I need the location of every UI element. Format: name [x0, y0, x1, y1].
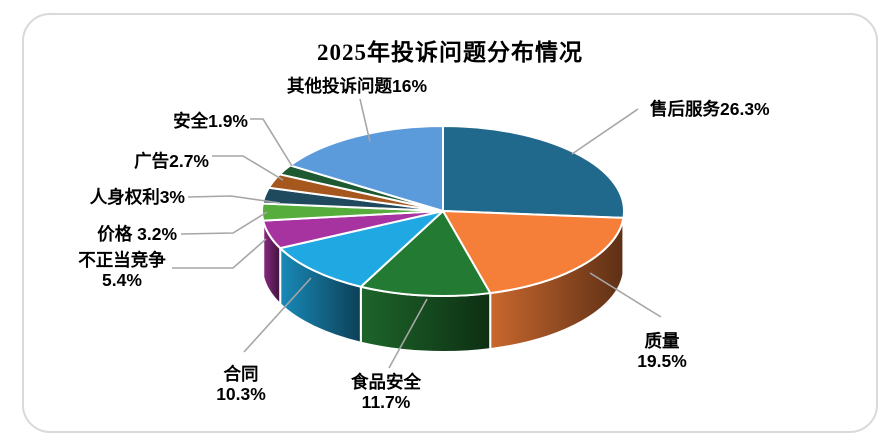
slice-label-unfair-competition: 5.4%: [102, 270, 142, 290]
slice-label-after-sales-service: 售后服务26.3%: [650, 99, 770, 119]
pie-slice-quality: [442, 210, 625, 295]
leader-line-personal-rights: [187, 195, 281, 204]
slice-label-price: 价格 3.2%: [97, 224, 177, 244]
leader-line-advertising: [212, 155, 284, 181]
pie-slice-after-sales-service: [442, 125, 625, 219]
slice-label-contract: 10.3%: [216, 384, 266, 404]
leader-line-unfair-competition: [172, 238, 267, 269]
leader-line-contract: [243, 277, 312, 353]
leader-line-quality: [589, 272, 662, 318]
slice-label-personal-rights: 人身权利3%: [90, 187, 186, 207]
pie-slice-food-safety: [359, 210, 492, 297]
slice-label-quality: 质量: [645, 331, 680, 351]
slice-label-quality: 19.5%: [637, 351, 687, 371]
slice-label-contract: 合同: [224, 364, 259, 384]
leader-line-safety: [250, 118, 293, 167]
pie-slice-other-complaints: [289, 125, 444, 212]
slice-label-food-safety: 11.7%: [362, 392, 411, 412]
leader-line-after-sales-service: [571, 108, 639, 155]
leader-line-food-safety: [388, 298, 428, 369]
leader-line-price: [180, 211, 268, 235]
slice-label-other-complaints: 其他投诉问题16%: [287, 76, 427, 96]
pie-slice-contract: [279, 210, 444, 288]
slice-label-advertising: 广告2.7%: [134, 151, 209, 171]
slice-label-safety: 安全1.9%: [173, 111, 248, 131]
chart-title: 2025年投诉问题分布情况: [317, 40, 583, 65]
leader-line-other-complaints: [359, 98, 371, 143]
slice-label-unfair-competition: 不正当竞争: [78, 250, 166, 270]
slice-label-food-safety: 食品安全: [351, 372, 421, 392]
